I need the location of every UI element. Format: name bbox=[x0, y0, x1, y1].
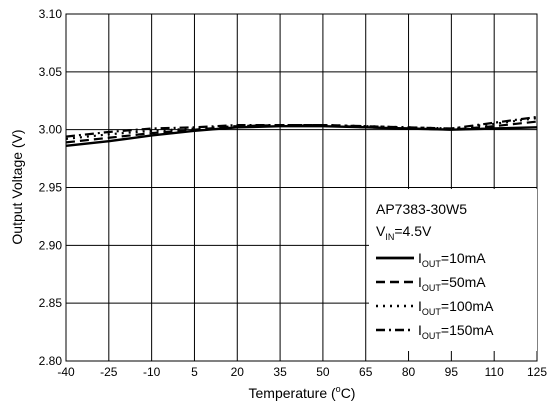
y-tick-label: 2.85 bbox=[39, 296, 63, 310]
legend-condition: VIN=4.5V bbox=[376, 223, 432, 242]
x-tick-labels: -40 -25 -10 5 20 35 50 65 80 95 110 125 bbox=[57, 365, 547, 379]
legend: AP7383-30W5 VIN=4.5V IOUT=10mA IOUT=50mA I… bbox=[369, 189, 537, 351]
x-tick-label: -25 bbox=[100, 365, 118, 379]
series-line-4 bbox=[65, 115, 538, 138]
y-axis-label: Output Voltage (V) bbox=[9, 129, 25, 244]
y-tick-label: 2.90 bbox=[39, 238, 63, 252]
y-tick-label: 2.95 bbox=[39, 181, 63, 195]
series-line-2 bbox=[65, 120, 538, 144]
legend-box bbox=[369, 189, 537, 351]
series-lines bbox=[65, 115, 538, 148]
legend-label-4: IOUT=150mA bbox=[418, 322, 494, 341]
y-tick-label: 3.00 bbox=[39, 123, 63, 137]
y-tick-label: 3.05 bbox=[39, 65, 63, 79]
x-tick-label: 35 bbox=[273, 365, 287, 379]
x-tick-label: 20 bbox=[231, 365, 245, 379]
legend-label-1: IOUT=10mA bbox=[418, 250, 486, 269]
legend-title: AP7383-30W5 bbox=[376, 201, 467, 217]
y-tick-labels: 2.80 2.85 2.90 2.95 3.00 3.05 3.10 bbox=[39, 7, 63, 368]
x-tick-label: -40 bbox=[57, 365, 75, 379]
x-tick-label: 5 bbox=[191, 365, 198, 379]
x-axis-label: Temperature (oC) bbox=[249, 384, 356, 401]
x-tick-label: 80 bbox=[402, 365, 416, 379]
x-tick-label: 95 bbox=[445, 365, 459, 379]
x-tick-label: -10 bbox=[143, 365, 161, 379]
legend-label-3: IOUT=100mA bbox=[418, 298, 494, 317]
y-tick-label: 2.80 bbox=[39, 354, 63, 368]
x-tick-label: 110 bbox=[485, 365, 504, 379]
x-tick-label: 65 bbox=[359, 365, 373, 379]
legend-label-2: IOUT=50mA bbox=[418, 274, 486, 293]
plot-frame bbox=[65, 13, 538, 362]
y-tick-label: 3.10 bbox=[39, 7, 63, 21]
x-tick-label: 125 bbox=[527, 365, 547, 379]
x-tick-label: 50 bbox=[316, 365, 330, 379]
